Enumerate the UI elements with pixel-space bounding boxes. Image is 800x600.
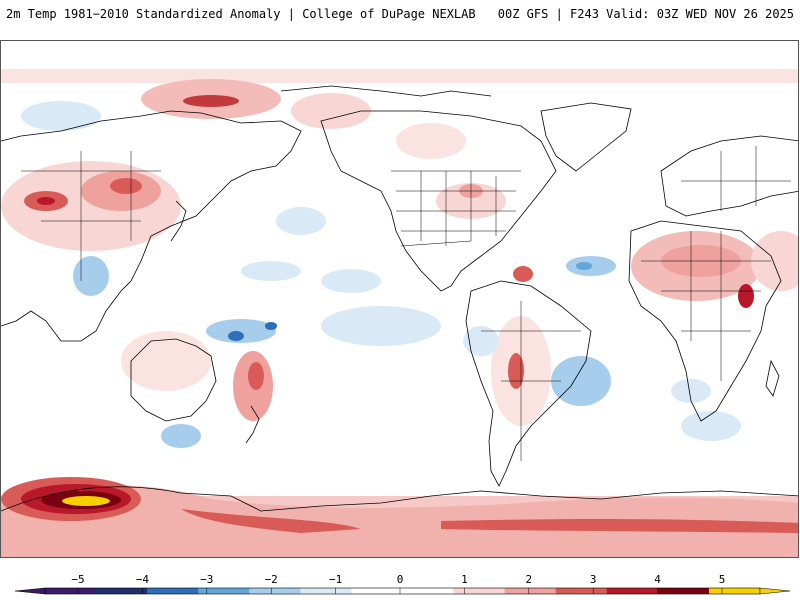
south-pacific-cool	[161, 424, 201, 448]
arabia-warm	[751, 231, 798, 291]
warm-pool-cool	[206, 319, 276, 343]
colorbar-segment	[96, 588, 148, 594]
warm-pool-cool-core-2	[265, 322, 277, 330]
southern-indian-cool	[681, 411, 741, 441]
colorbar-tick-label: 1	[461, 573, 468, 586]
warm-pool-cool-core	[228, 331, 244, 341]
colorbar-segment	[402, 588, 455, 594]
east-africa-warm-core	[738, 284, 754, 308]
colorbar-segment	[249, 588, 301, 594]
borders	[21, 146, 791, 461]
colorbar-segment	[555, 588, 608, 594]
arctic-anomaly-band	[1, 69, 798, 83]
colorbar-tick-label: 3	[590, 573, 597, 586]
colorbar-tick-label: 2	[525, 573, 532, 586]
north-pacific-cool	[21, 101, 101, 131]
antarctic-warm-anomaly	[1, 485, 798, 557]
madagascar-coast	[765, 359, 780, 397]
pacific-cool-4	[321, 269, 381, 293]
colorbar-segment	[657, 588, 710, 594]
colorbar-segment	[300, 588, 352, 594]
north-atlantic-warm	[291, 93, 371, 129]
brazil-warm-core	[508, 353, 524, 389]
new-zealand-coast	[245, 405, 260, 444]
colorbar-segment	[606, 588, 659, 594]
colorbar-tick-label: 4	[654, 573, 661, 586]
pacific-cool-1	[276, 207, 326, 235]
arctic-islands-coast	[280, 85, 492, 97]
pacific-cool-2	[241, 261, 301, 281]
header: 2m Temp 1981−2010 Standardized Anomaly |…	[0, 0, 800, 40]
east-asia-cool	[73, 256, 109, 296]
antarctic-strong-anomaly-east	[441, 519, 798, 533]
mongolia-warm-core	[110, 178, 142, 194]
us-mexico-border	[400, 240, 472, 247]
south-america-cool	[463, 326, 499, 356]
colorbar-segment	[504, 588, 557, 594]
greenland-coast	[540, 102, 632, 172]
colorbar-tick-label: −5	[71, 573, 84, 586]
atlantic-cool-core	[576, 262, 592, 270]
australia-warm	[121, 331, 211, 391]
colorbar-segment	[708, 588, 761, 594]
southern-indian-cool-2	[671, 379, 711, 403]
colorbar-min-arrow	[14, 587, 46, 595]
europe-coast	[660, 135, 798, 217]
tibet-warm-core	[37, 197, 55, 205]
siberia-arctic-warm-core	[183, 95, 239, 107]
colorbar-max-arrow	[759, 587, 791, 595]
colorbar-segment	[147, 588, 199, 594]
venezuela-warm	[513, 266, 533, 282]
japan-coast	[170, 200, 187, 242]
map-frame	[0, 40, 799, 558]
southern-ocean-max-core	[62, 496, 110, 506]
antarctica-coast	[1, 486, 798, 512]
colorbar-segment	[453, 588, 506, 594]
colorbar-tick-label: −2	[265, 573, 278, 586]
africa-coast	[628, 220, 782, 422]
canada-warm	[396, 123, 466, 159]
south-america-coast	[465, 280, 592, 487]
colorbar-segment	[351, 588, 403, 594]
pacific-cool-3	[321, 306, 441, 346]
colorbar-tick-label: −1	[329, 573, 342, 586]
north-america-coast	[320, 110, 557, 292]
colorbar-tick-label: −4	[136, 573, 150, 586]
colorbar-tick-label: 0	[397, 573, 404, 586]
colorbar-svg: −5 −4 −3 −2 −1 0 1 2 3 4 5	[14, 573, 791, 595]
tasman-warm-core	[248, 362, 264, 390]
colorbar-segment	[198, 588, 250, 594]
colorbar-tick-label: 5	[719, 573, 726, 586]
south-atlantic-cool	[551, 356, 611, 406]
asia-coast	[1, 110, 302, 342]
map-title: 2m Temp 1981−2010 Standardized Anomaly |…	[6, 7, 476, 21]
coastlines	[1, 85, 798, 512]
anomaly-map	[1, 69, 798, 557]
colorbar-segment	[45, 588, 97, 594]
colorbar-tick-label: −3	[200, 573, 213, 586]
run-info: 00Z GFS | F243 Valid: 03Z WED NOV 26 202…	[497, 7, 794, 21]
colorbar: −5 −4 −3 −2 −1 0 1 2 3 4 5	[0, 558, 800, 600]
antarctic-strong-anomaly	[181, 509, 361, 533]
australia-coast	[130, 338, 217, 422]
